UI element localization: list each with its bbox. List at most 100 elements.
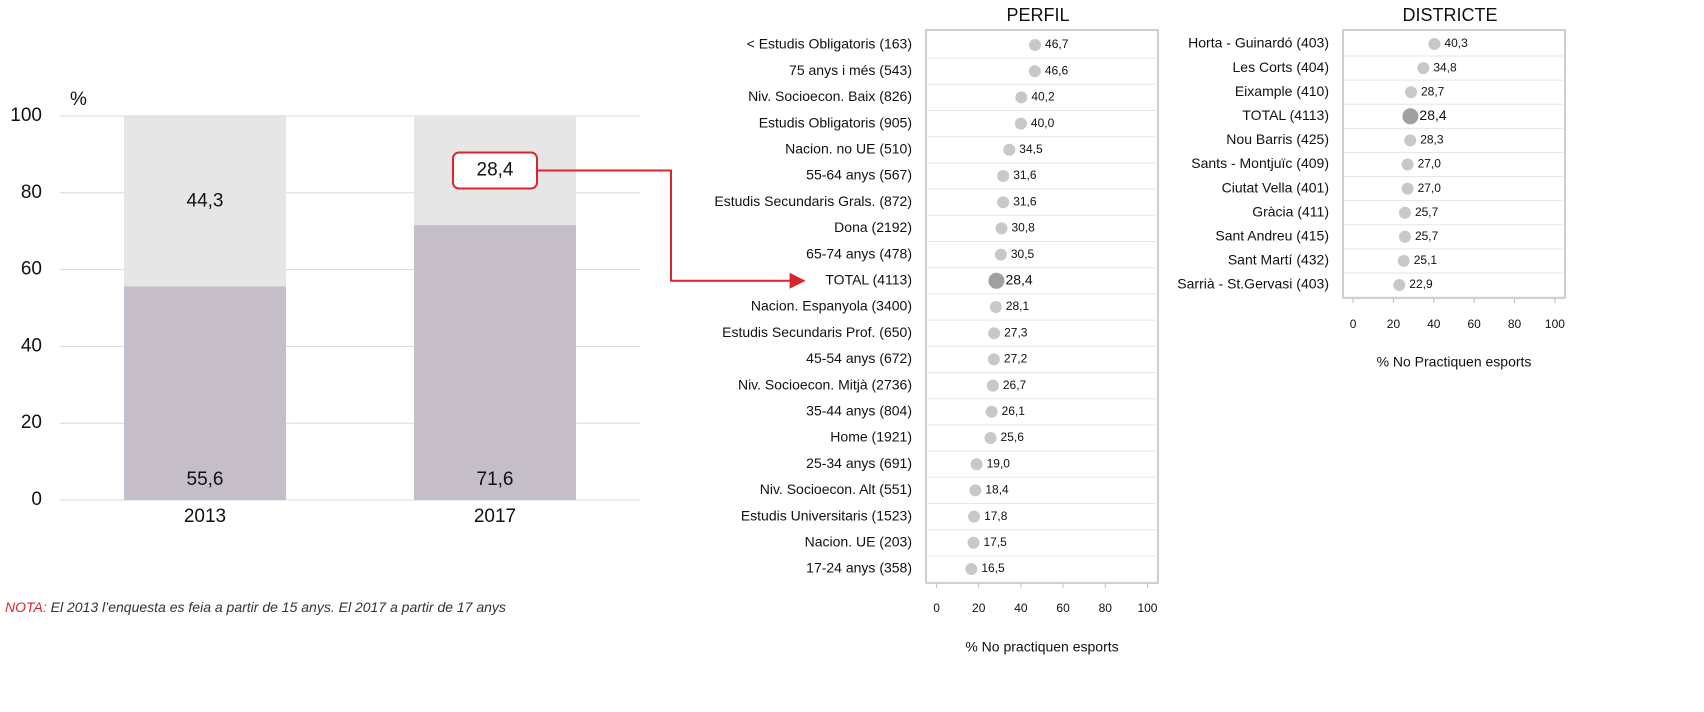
x-axis-label: % No Practiquen esports [1377, 354, 1532, 370]
dot [967, 536, 980, 549]
y-tick-label: 80 [21, 182, 42, 203]
dot [970, 458, 983, 471]
y-axis-label: % [70, 89, 87, 110]
category-label: Nacion. Espanyola (3400) [751, 298, 912, 314]
x-tick-label: 80 [1099, 601, 1113, 615]
dot [1015, 91, 1028, 104]
x-tick-label: 20 [1387, 317, 1401, 331]
dot [997, 170, 1010, 182]
value-label: 44,3 [187, 190, 224, 211]
x-tick-label: 60 [1468, 317, 1482, 331]
value-label: 25,6 [1001, 430, 1025, 444]
value-label: 27,3 [1004, 325, 1028, 339]
x-tick-label: 2013 [184, 506, 226, 527]
chart-title: DISTRICTE [1402, 5, 1497, 25]
value-label: 40,2 [1031, 90, 1055, 104]
dot [1398, 206, 1411, 219]
value-label: 22,9 [1409, 277, 1433, 291]
value-label: 17,8 [984, 509, 1008, 523]
category-label: Eixample (410) [1235, 83, 1329, 99]
category-label: Sants - Montjuïc (409) [1191, 155, 1329, 171]
y-tick-label: 40 [21, 335, 42, 356]
value-label: 46,7 [1045, 37, 1069, 51]
value-label: 28,1 [1006, 299, 1030, 313]
value-label: 71,6 [477, 469, 514, 490]
chart-title: PERFIL [1006, 5, 1069, 25]
category-label: Estudis Obligatoris (905) [759, 114, 912, 130]
x-tick-label: 20 [972, 601, 986, 615]
value-label: 40,0 [1031, 116, 1055, 130]
category-label: Sant Andreu (415) [1215, 228, 1329, 244]
dot [984, 432, 997, 444]
dot [969, 484, 982, 497]
category-label: Ciutat Vella (401) [1222, 179, 1329, 195]
category-label: 35-44 anys (804) [806, 403, 912, 419]
x-tick-label: 60 [1056, 601, 1070, 615]
value-label: 17,5 [983, 535, 1007, 549]
value-label: 25,1 [1414, 253, 1438, 267]
value-label: 28,4 [1419, 107, 1446, 123]
value-label: 16,5 [981, 561, 1005, 575]
dot [1398, 230, 1411, 243]
value-label: 55,6 [187, 469, 224, 490]
dot [987, 353, 1000, 366]
dot [989, 301, 1002, 313]
note: NOTA: El 2013 l’enquesta es feia a parti… [5, 599, 506, 615]
note-label: NOTA: [5, 599, 47, 615]
dot [1405, 86, 1418, 99]
bar-segment [124, 116, 286, 287]
x-tick-label: 40 [1014, 601, 1028, 615]
category-label: Niv. Socioecon. Alt (551) [760, 481, 912, 497]
dot [1393, 279, 1406, 291]
category-label: 65-74 anys (478) [806, 245, 912, 261]
y-tick-label: 100 [10, 105, 42, 126]
value-label: 26,1 [1002, 404, 1026, 418]
x-tick-label: 80 [1508, 317, 1522, 331]
value-label: 40,3 [1444, 36, 1468, 50]
value-label: 19,0 [987, 456, 1011, 470]
dot [1003, 143, 1016, 156]
dot [1428, 38, 1441, 50]
bar-segment [414, 225, 576, 500]
value-label: 28,4 [1005, 272, 1032, 288]
plot-frame [925, 29, 1159, 584]
category-label: TOTAL (4113) [825, 272, 912, 288]
dot [1402, 108, 1419, 125]
dot [995, 222, 1008, 235]
category-label: 25-34 anys (691) [806, 455, 912, 471]
value-label: 27,2 [1004, 352, 1028, 366]
category-label: Estudis Secundaris Grals. (872) [714, 193, 912, 209]
note-text: El 2013 l’enquesta es feia a partir de 1… [51, 599, 506, 615]
category-label: Sarrià - St.Gervasi (403) [1177, 276, 1329, 292]
category-label: 55-64 anys (567) [806, 167, 912, 183]
x-tick-label: 0 [933, 601, 940, 615]
x-tick-label: 100 [1545, 317, 1565, 331]
category-label: 17-24 anys (358) [806, 560, 912, 576]
value-label: 30,5 [1011, 247, 1035, 261]
category-label: Sant Martí (432) [1228, 252, 1329, 268]
bar-segment [124, 286, 286, 500]
y-tick-label: 0 [31, 489, 42, 510]
category-label: Estudis Universitaris (1523) [741, 507, 912, 523]
dot [988, 327, 1001, 340]
value-label: 28,4 [477, 160, 514, 181]
dot [994, 248, 1007, 261]
value-label: 34,8 [1433, 60, 1457, 74]
category-label: Nou Barris (425) [1226, 131, 1329, 147]
value-label: 46,6 [1045, 63, 1069, 77]
dot [1417, 62, 1430, 75]
category-label: Home (1921) [830, 429, 912, 445]
connector-arrow [537, 169, 806, 289]
dot [1401, 182, 1414, 195]
dot [985, 405, 998, 418]
category-label: Estudis Secundaris Prof. (650) [722, 324, 912, 340]
dot [1014, 117, 1027, 130]
dot [968, 510, 981, 523]
value-label: 30,8 [1012, 221, 1036, 235]
x-tick-label: 2017 [474, 506, 516, 527]
category-label: Nacion. UE (203) [805, 534, 912, 550]
category-label: Dona (2192) [834, 219, 912, 235]
category-label: 45-54 anys (672) [806, 350, 912, 366]
y-tick-label: 60 [21, 259, 42, 280]
